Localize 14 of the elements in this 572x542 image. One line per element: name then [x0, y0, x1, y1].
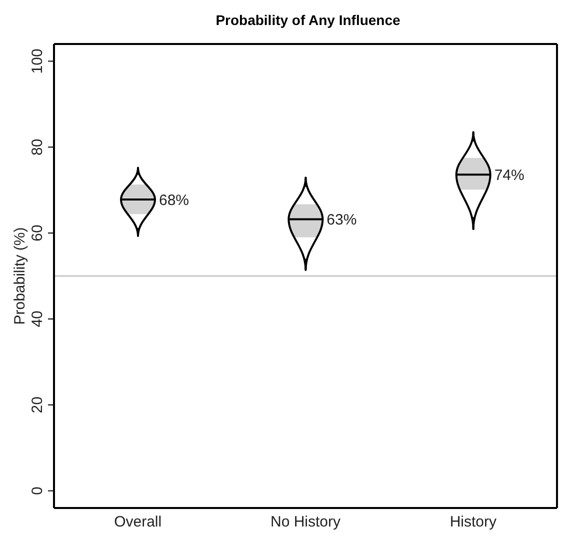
y-tick-label: 60	[29, 224, 46, 242]
y-tick-label: 20	[29, 396, 46, 414]
text: 68%	[159, 192, 190, 209]
x-tick-label: No History	[270, 514, 342, 531]
y-tick-label: 40	[29, 310, 46, 328]
y-tick-label: 80	[29, 138, 46, 156]
chart-title: Probability of Any Influence	[214, 12, 402, 28]
x-tick-label: History	[450, 514, 497, 531]
text: 63%	[326, 212, 357, 229]
y-tick-label: 100	[29, 48, 46, 74]
y-axis-title: Probability (%)	[11, 227, 28, 325]
x-tick-label: Overall	[114, 514, 162, 531]
y-tick-label: 0	[29, 486, 46, 495]
text: 74%	[494, 166, 524, 184]
